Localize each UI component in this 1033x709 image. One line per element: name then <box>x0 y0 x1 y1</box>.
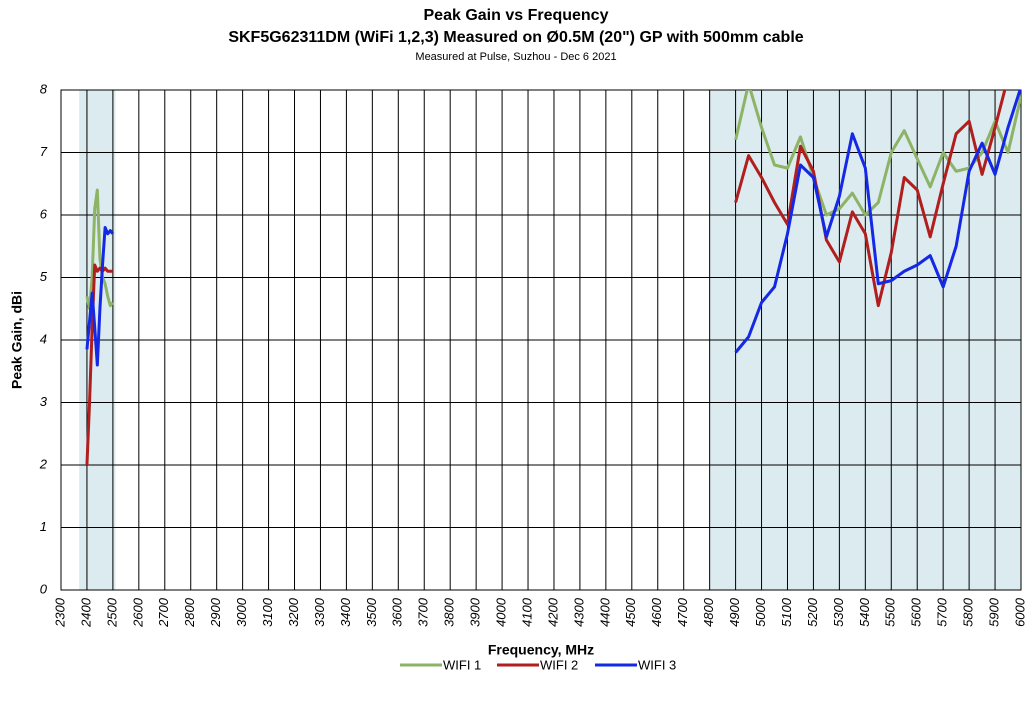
y-tick-label: 7 <box>40 144 48 159</box>
x-tick-label: 4700 <box>675 597 690 627</box>
x-tick-label: 4200 <box>545 597 560 627</box>
y-tick-label: 4 <box>40 331 47 346</box>
y-tick-label: 3 <box>40 394 48 409</box>
x-tick-label: 4500 <box>623 597 638 627</box>
x-tick-label: 3500 <box>364 597 379 627</box>
x-tick-label: 5700 <box>935 597 950 627</box>
x-tick-label: 4900 <box>727 597 742 627</box>
x-tick-label: 3900 <box>468 597 483 627</box>
x-tick-label: 3300 <box>312 597 327 627</box>
x-tick-label: 5900 <box>986 597 1001 627</box>
legend-label: WIFI 3 <box>638 657 676 672</box>
legend-label: WIFI 2 <box>540 657 578 672</box>
y-tick-label: 0 <box>40 581 48 596</box>
x-tick-label: 4800 <box>701 597 716 627</box>
x-tick-label: 5800 <box>961 597 976 627</box>
x-tick-label: 5600 <box>909 597 924 627</box>
y-tick-label: 8 <box>40 81 48 96</box>
x-tick-label: 4600 <box>649 597 664 627</box>
x-axis-label: Frequency, MHz <box>488 642 594 658</box>
chart-subtitle: SKF5G62311DM (WiFi 1,2,3) Measured on Ø0… <box>228 29 803 46</box>
x-tick-label: 5100 <box>779 597 794 627</box>
series-line <box>85 90 1021 367</box>
x-tick-label: 4300 <box>571 597 586 627</box>
y-tick-label: 5 <box>40 269 48 284</box>
y-axis-label: Peak Gain, dBi <box>9 291 25 389</box>
x-tick-label: 3600 <box>390 597 405 627</box>
y-tick-label: 2 <box>39 456 48 471</box>
x-tick-label: 2300 <box>52 597 67 628</box>
x-tick-label: 4100 <box>519 597 534 627</box>
x-tick-label: 5400 <box>857 597 872 627</box>
x-tick-label: 3800 <box>442 597 457 627</box>
x-tick-label: 5000 <box>753 597 768 627</box>
x-tick-label: 5200 <box>805 597 820 627</box>
x-tick-label: 2900 <box>208 597 223 628</box>
chart-note: Measured at Pulse, Suzhou - Dec 6 2021 <box>415 51 616 63</box>
x-tick-label: 4400 <box>597 597 612 627</box>
x-tick-label: 3100 <box>260 597 275 627</box>
x-tick-label: 2800 <box>182 597 197 628</box>
x-tick-label: 2700 <box>156 597 171 628</box>
x-tick-label: 6000 <box>1012 597 1027 627</box>
plot-lines <box>85 90 1021 466</box>
x-tick-label: 2400 <box>78 597 93 628</box>
x-tick-label: 3700 <box>416 597 431 627</box>
x-tick-label: 3400 <box>338 597 353 627</box>
x-tick-label: 4000 <box>494 597 509 627</box>
legend-label: WIFI 1 <box>443 657 481 672</box>
y-tick-label: 1 <box>40 519 47 534</box>
x-tick-label: 2600 <box>130 597 145 628</box>
x-tick-label: 5500 <box>883 597 898 627</box>
x-tick-label: 5300 <box>831 597 846 627</box>
plot-frame <box>60 89 1022 591</box>
x-tick-label: 3000 <box>234 597 249 627</box>
chart-title: Peak Gain vs Frequency <box>424 7 609 24</box>
x-tick-label: 3200 <box>286 597 301 627</box>
x-tick-label: 2500 <box>104 597 119 628</box>
y-tick-label: 6 <box>40 206 48 221</box>
series-line <box>85 90 1021 466</box>
